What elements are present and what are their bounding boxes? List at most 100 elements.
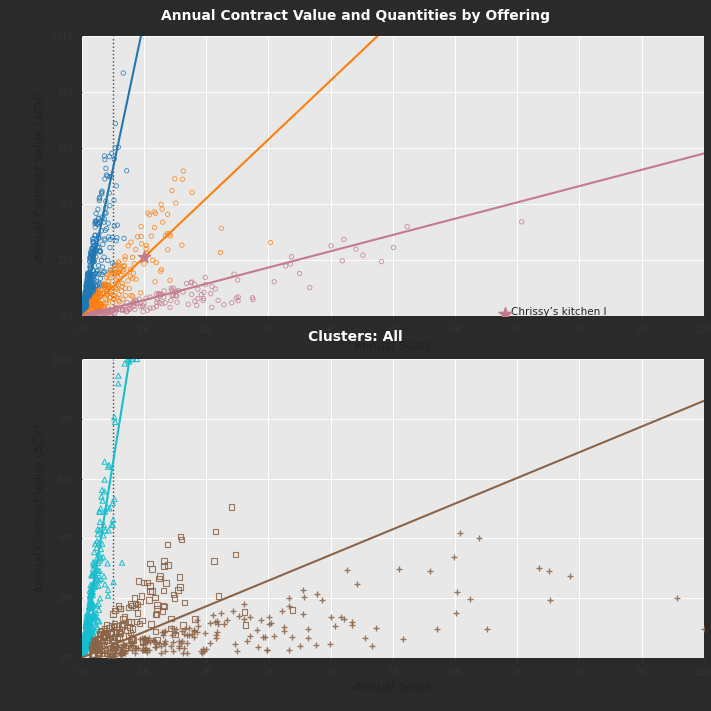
Point (79, 305, 90, 316)
Point (81, 618, 92, 629)
Point (78, 640, 90, 651)
Point (78, 301, 90, 312)
Point (240, 619, 252, 631)
Point (140, 644, 151, 656)
Point (97, 239, 109, 250)
Point (299, 592, 310, 603)
Point (87, 569, 98, 580)
Point (99, 154, 110, 165)
Point (186, 289, 198, 300)
Point (90, 221, 101, 232)
Point (87, 255, 99, 266)
Point (128, 298, 139, 309)
Point (80, 287, 91, 298)
Point (98, 519, 109, 530)
Point (93, 638, 105, 650)
Point (156, 647, 167, 658)
Point (123, 630, 134, 641)
Point (90, 643, 102, 654)
Point (78, 303, 90, 314)
Point (87, 622, 98, 634)
Point (83, 269, 95, 281)
Point (178, 597, 190, 609)
Point (97, 552, 109, 563)
Point (86, 300, 97, 311)
Point (110, 274, 122, 285)
Point (304, 282, 316, 293)
Point (698, 624, 710, 635)
Point (88, 301, 100, 313)
Point (129, 294, 141, 306)
Point (93, 232, 105, 244)
Point (79, 634, 90, 646)
Point (85, 285, 97, 296)
Point (102, 647, 113, 658)
Point (81, 282, 92, 294)
Point (176, 534, 187, 545)
Point (103, 622, 114, 634)
Point (80, 638, 92, 650)
Point (132, 607, 143, 619)
Point (143, 633, 154, 644)
Point (87, 294, 99, 306)
Point (105, 234, 116, 245)
Point (186, 628, 198, 639)
Point (88, 248, 100, 260)
Point (170, 198, 181, 209)
Point (78, 306, 90, 317)
Point (87, 309, 99, 320)
Point (108, 577, 119, 588)
Point (122, 306, 133, 317)
Point (90, 638, 101, 649)
Point (95, 299, 107, 310)
Point (80, 641, 91, 652)
Point (144, 594, 155, 606)
Point (80, 296, 92, 308)
Point (82, 616, 94, 628)
Point (80, 291, 92, 302)
Point (131, 616, 142, 627)
Point (90, 307, 101, 319)
Point (80, 634, 91, 646)
Point (481, 624, 493, 635)
Point (80, 637, 91, 648)
Point (105, 242, 116, 253)
Point (85, 254, 96, 265)
Point (245, 611, 256, 623)
Point (85, 623, 96, 634)
Point (82, 638, 94, 649)
Point (93, 644, 105, 656)
Point (85, 299, 96, 310)
Point (85, 591, 96, 602)
Point (85, 289, 97, 301)
Point (108, 649, 119, 661)
Point (79, 290, 90, 301)
Point (92, 213, 104, 224)
Point (82, 625, 94, 636)
Point (173, 641, 185, 652)
Point (92, 264, 103, 276)
Point (99, 629, 110, 641)
Point (78, 306, 90, 318)
Point (88, 283, 100, 294)
Point (82, 279, 93, 290)
Point (104, 503, 115, 514)
Point (84, 601, 95, 612)
Point (451, 607, 462, 619)
Point (79, 298, 90, 309)
Point (159, 635, 171, 646)
Point (100, 225, 111, 236)
Point (81, 281, 92, 292)
Point (346, 616, 358, 628)
Point (106, 621, 117, 632)
Point (87, 629, 99, 641)
Point (109, 647, 121, 658)
Point (139, 643, 151, 655)
Point (276, 606, 287, 617)
Point (80, 619, 91, 630)
Point (92, 565, 104, 577)
Point (87, 294, 99, 306)
Point (171, 286, 182, 297)
Point (110, 641, 122, 652)
Point (233, 610, 245, 621)
